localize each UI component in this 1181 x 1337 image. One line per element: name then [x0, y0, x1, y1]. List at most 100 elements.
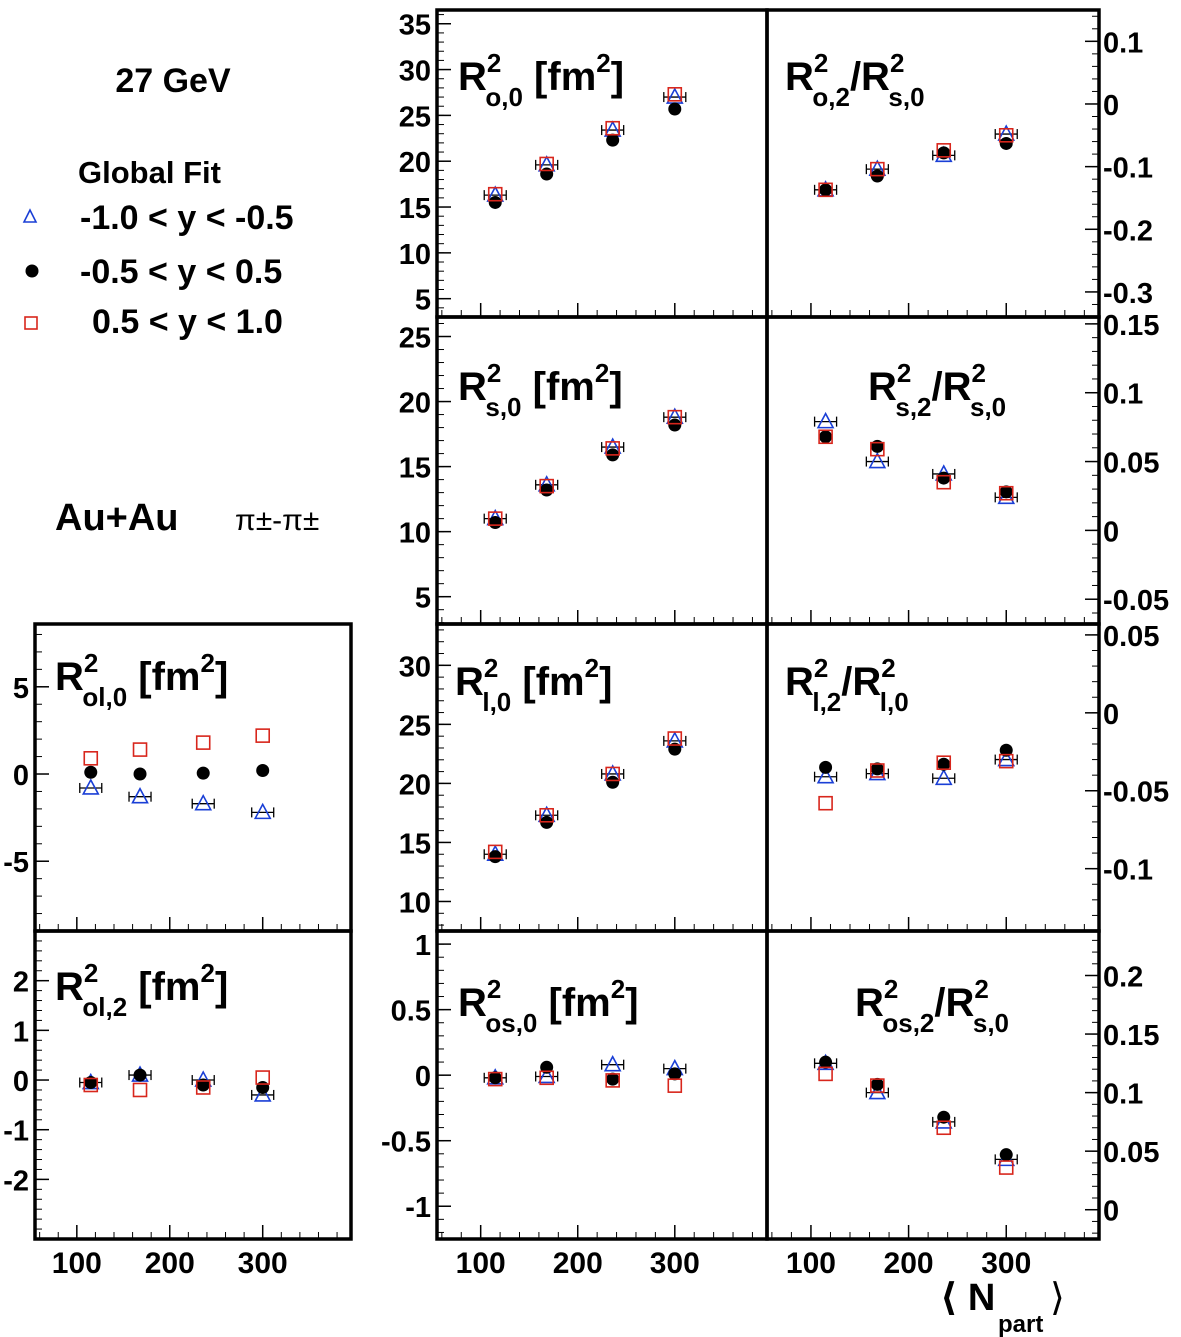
y-tick-label: 0.5	[391, 996, 431, 1028]
data-point	[668, 742, 682, 756]
data-point	[667, 409, 683, 425]
y-tick-label: 2	[13, 967, 29, 999]
panel-title: R2 o,0 [fm2]	[458, 48, 624, 112]
x-tick-label: 100	[456, 1247, 506, 1280]
data-point	[998, 753, 1014, 769]
y-tick-label: 0	[1103, 516, 1119, 548]
data-point	[668, 418, 682, 432]
data-point	[667, 87, 683, 102]
y-tick-label: 25	[399, 710, 431, 742]
y-tick-label: 0	[1103, 90, 1119, 122]
y-tick-label: -0.1	[1103, 855, 1153, 887]
data-point	[870, 441, 885, 457]
data-point	[539, 1070, 554, 1086]
data-point	[79, 778, 103, 795]
data-point	[133, 1068, 147, 1082]
data-point	[870, 439, 884, 453]
data-point	[605, 1073, 620, 1088]
panel-Rl2: -0.1 -0.05 0 0.05 R2 l,2/R2 l,0	[765, 621, 1169, 933]
panel-title: R2 s,2/R2 s,0	[868, 358, 1006, 422]
x-axis-label-close: ⟩	[1050, 1277, 1065, 1319]
data-point	[488, 195, 502, 209]
y-tick-label: 15	[399, 453, 431, 485]
data-point	[84, 765, 98, 779]
panel-Rs2: -0.05 0 0.05 0.1 0.15 R2 s,2/R2 s,0	[765, 310, 1169, 626]
y-tick-label: 25	[399, 323, 431, 355]
y-tick-label: 15	[399, 828, 431, 860]
data-point	[487, 186, 503, 202]
legend-title: Global Fit	[78, 155, 221, 190]
data-point	[818, 429, 833, 445]
data-point	[870, 762, 884, 776]
x-tick-label: 100	[52, 1247, 102, 1280]
data-point	[535, 1066, 559, 1084]
data-point	[539, 156, 554, 172]
data-point	[936, 1120, 952, 1136]
data-point	[936, 474, 952, 490]
y-tick-label: 35	[399, 10, 431, 42]
data-point	[606, 775, 620, 789]
y-tick-label: -0.2	[1103, 215, 1153, 247]
y-tick-label: 0	[1103, 699, 1119, 731]
y-tick-label: 0.05	[1103, 621, 1159, 653]
y-tick-label: 0.15	[1103, 310, 1159, 342]
y-tick-label: 0.1	[1103, 1079, 1143, 1111]
y-tick-label: -5	[3, 847, 29, 879]
panel-Ros0: -1 -0.5 0 0.5 1 100 200 300 R2 os,0 [fm2]	[381, 929, 769, 1280]
x-tick-label: 100	[786, 1247, 836, 1280]
data-point	[819, 1055, 833, 1069]
y-tick-label: 0	[13, 1066, 29, 1098]
data-point	[251, 1085, 275, 1102]
data-point	[256, 1080, 270, 1094]
data-point	[132, 742, 148, 757]
pair-label: π±-π±	[235, 504, 319, 537]
data-point	[870, 763, 885, 778]
data-point	[663, 407, 687, 424]
y-tick-label: 15	[399, 193, 431, 225]
y-tick-label: 10	[399, 239, 431, 271]
data-point	[667, 731, 683, 746]
data-point	[819, 430, 833, 444]
data-point	[605, 766, 620, 782]
y-tick-label: -0.05	[1103, 777, 1169, 809]
energy-label: 27 GeV	[115, 62, 231, 100]
data-point	[605, 120, 620, 136]
data-point	[819, 760, 833, 774]
y-tick-label: 10	[399, 518, 431, 550]
y-tick-label: -1	[405, 1192, 431, 1224]
x-tick-label: 300	[981, 1247, 1031, 1280]
x-tick-label: 200	[553, 1247, 603, 1280]
data-point	[195, 735, 211, 750]
data-point	[998, 1160, 1014, 1175]
y-tick-label: 1	[13, 1016, 29, 1048]
y-tick-label: -0.05	[1103, 585, 1169, 617]
data-point	[819, 183, 833, 197]
legend: Global Fit -1.0 < y < -0.5 -0.5 < y < 0.…	[22, 155, 294, 341]
y-tick-label: -0.1	[1103, 153, 1153, 185]
data-point	[605, 441, 620, 456]
data-point	[540, 167, 554, 181]
panel-title: R2 l,0 [fm2]	[455, 653, 612, 717]
x-axis-title: ⟨ N part ⟩	[940, 1277, 1065, 1337]
data-point	[999, 1148, 1013, 1162]
x-tick-label: 200	[145, 1247, 195, 1280]
y-tick-label: 0	[415, 1061, 431, 1093]
data-point	[667, 1078, 683, 1093]
data-point	[932, 768, 956, 786]
data-point	[488, 1071, 502, 1085]
data-point	[255, 1070, 271, 1085]
data-point	[870, 1077, 884, 1091]
x-axis-label-main: ⟨ N	[940, 1277, 995, 1319]
data-point	[488, 850, 502, 864]
data-point	[83, 1077, 99, 1093]
data-point	[83, 751, 99, 766]
data-point	[601, 1054, 625, 1072]
y-tick-label: 30	[399, 56, 431, 88]
panel-Rl0: 10 15 20 25 30 R2 l,0 [fm2]	[399, 622, 769, 933]
data-point	[539, 807, 554, 823]
data-point	[818, 1066, 833, 1082]
data-point	[539, 478, 554, 494]
y-tick-label: 0	[1103, 1196, 1119, 1228]
data-point	[132, 1082, 148, 1098]
panel-title: R2 o,2/R2 s,0	[785, 48, 925, 112]
